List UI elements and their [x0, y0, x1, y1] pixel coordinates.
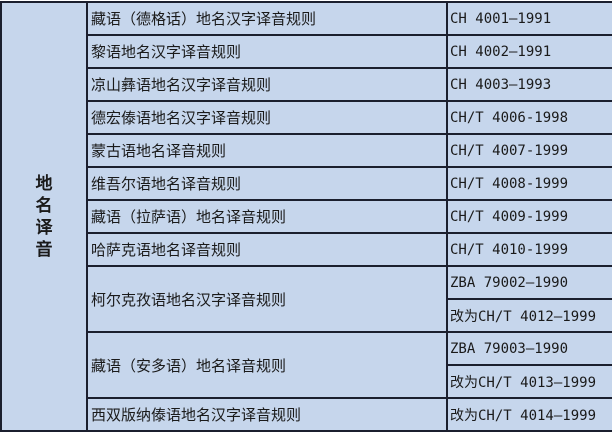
- standard-name: 藏语（拉萨语）地名译音规则: [86, 199, 448, 234]
- standard-code: ZBA 79003—1990: [446, 331, 612, 366]
- standard-name: 柯尔克孜语地名汉字译音规则: [86, 265, 448, 333]
- standard-code: CH/T 4010-1999: [446, 232, 612, 267]
- table-row: 藏语（拉萨语）地名译音规则 CH/T 4009-1999: [1, 199, 612, 234]
- table-row: 哈萨克语地名译音规则 CH/T 4010-1999: [1, 232, 612, 267]
- standard-name: 黎语地名汉字译音规则: [86, 34, 448, 69]
- standard-code-revised: 改为CH/T 4014—1999: [446, 397, 612, 432]
- table-row: 德宏傣语地名汉字译音规则 CH/T 4006-1998: [1, 100, 612, 135]
- category-label: 地名译音: [35, 173, 53, 260]
- standard-name: 藏语（德格话）地名汉字译音规则: [86, 1, 448, 36]
- standard-code: CH 4003—1993: [446, 67, 612, 102]
- standard-name: 蒙古语地名译音规则: [86, 133, 448, 168]
- table-row: 蒙古语地名译音规则 CH/T 4007-1999: [1, 133, 612, 168]
- standard-name: 维吾尔语地名译音规则: [86, 166, 448, 201]
- table-row: 黎语地名汉字译音规则 CH 4002—1991: [1, 34, 612, 69]
- standard-code: ZBA 79002—1990: [446, 265, 612, 300]
- table-row: 藏语（安多语）地名译音规则 ZBA 79003—1990: [1, 331, 612, 399]
- standard-name: 西双版纳傣语地名汉字译音规则: [86, 397, 448, 432]
- standard-code-revised: 改为CH/T 4012—1999: [446, 298, 612, 333]
- table-row: 凉山彝语地名汉字译音规则 CH 4003—1993: [1, 67, 612, 102]
- standard-name: 德宏傣语地名汉字译音规则: [86, 100, 448, 135]
- standard-code: CH/T 4008-1999: [446, 166, 612, 201]
- standard-code-revised: 改为CH/T 4013—1999: [446, 364, 612, 399]
- standard-code: CH/T 4006-1998: [446, 100, 612, 135]
- standard-code: CH 4001—1991: [446, 1, 612, 36]
- standard-code: CH/T 4009-1999: [446, 199, 612, 234]
- table-row: 改为CH/T 4012—1999: [1, 298, 612, 333]
- standard-name: 藏语（安多语）地名译音规则: [86, 331, 448, 399]
- table-row: 西双版纳傣语地名汉字译音规则 改为CH/T 4014—1999: [1, 397, 612, 432]
- category-cell: 地名译音: [0, 1, 88, 432]
- standard-name: 凉山彝语地名汉字译音规则: [86, 67, 448, 102]
- standard-code: CH 4002—1991: [446, 34, 612, 69]
- standard-code: CH/T 4007-1999: [446, 133, 612, 168]
- standard-name: 哈萨克语地名译音规则: [86, 232, 448, 267]
- table-row: 维吾尔语地名译音规则 CH/T 4008-1999: [1, 166, 612, 201]
- table-row: 柯尔克孜语地名汉字译音规则 ZBA 79002—1990: [1, 265, 612, 333]
- table-row: 改为CH/T 4013—1999: [1, 364, 612, 399]
